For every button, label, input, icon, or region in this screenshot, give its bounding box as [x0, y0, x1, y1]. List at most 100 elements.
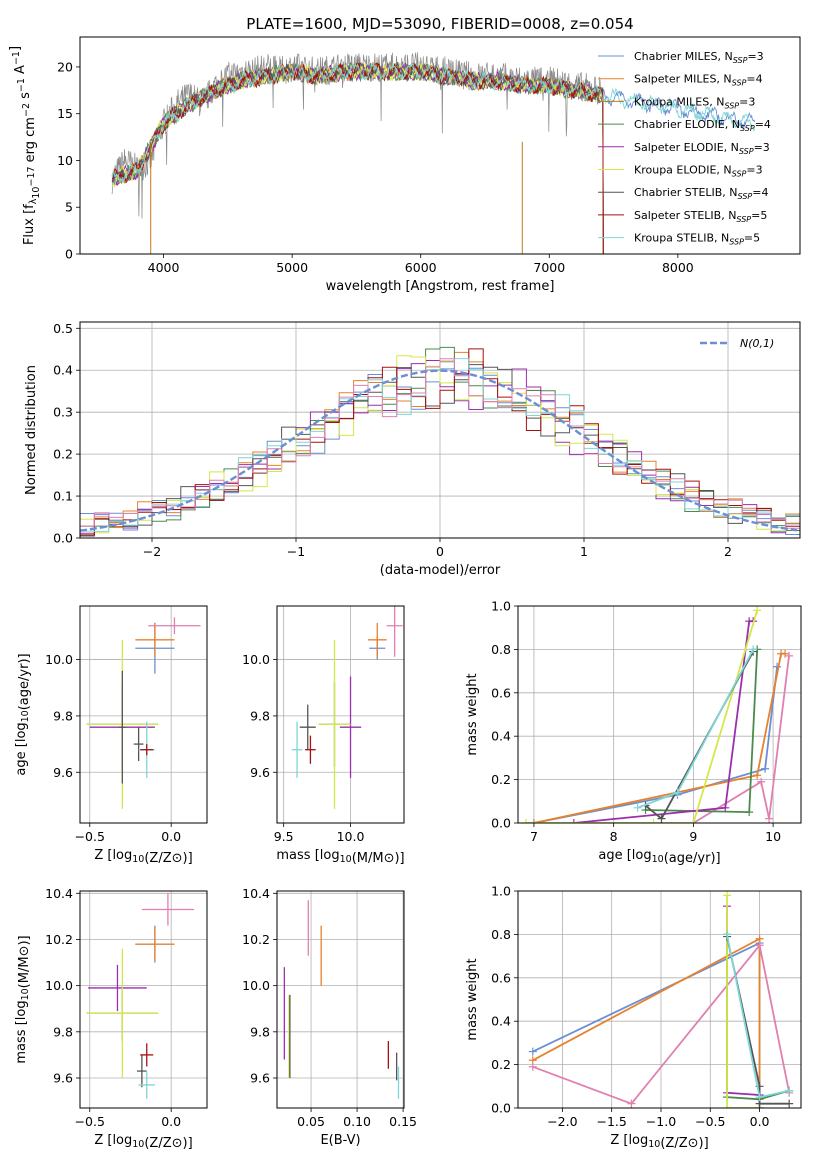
y-tick-label: 0.2 — [491, 772, 511, 787]
x-tick-label: 8000 — [662, 260, 694, 275]
x-tick-label: 8 — [610, 829, 618, 844]
errorbar-point — [86, 948, 159, 1078]
x-tick-label: 0.0 — [750, 1114, 770, 1129]
x-tick-label: 1 — [580, 544, 588, 559]
weight-marker — [753, 771, 762, 780]
panel-age-vs-mass: 9.5 10.0 9.6 9.8 10.0 mass [log10(M/M⊙)] — [242, 605, 405, 866]
x-tick-label: −1 — [287, 544, 305, 559]
y-tick-label: 0.2 — [53, 447, 73, 462]
spectrum-model-line — [111, 62, 604, 254]
panel-residuals: −2 −1 0 1 2 0.0 0.1 0.2 0.3 0.4 0.5 (data-model)/er… — [24, 321, 801, 578]
errorbar-point — [339, 676, 362, 778]
x-tick-label: 0.15 — [389, 1114, 417, 1129]
errorbar-point — [318, 639, 351, 809]
axes-frame — [79, 890, 208, 1109]
y-tick-label: 9.8 — [250, 1024, 270, 1039]
residual-legend: N(0,1) — [700, 337, 774, 350]
y-tick-label: 0.5 — [53, 321, 73, 336]
weight-line — [533, 666, 778, 823]
weight-marker — [723, 930, 732, 939]
y-tick-label: 0.8 — [491, 642, 511, 657]
weight-marker — [723, 891, 732, 900]
y-tick-label: 1.0 — [491, 884, 511, 899]
axis-label: Flux [fλ10−17 erg cm−2 s−1 A−1] — [8, 46, 42, 245]
y-tick-label: 10.4 — [45, 886, 73, 901]
errorbar-point — [119, 670, 126, 784]
axes-frame — [79, 605, 208, 824]
axis-label: mass weight — [465, 673, 480, 755]
weight-marker — [755, 1093, 764, 1102]
y-tick-label: 0.4 — [491, 729, 511, 744]
errorbar-point — [135, 927, 175, 961]
weight-line — [526, 610, 759, 823]
legend-entry: Kroupa MILES, NSSP=3 — [634, 95, 755, 110]
y-tick-label: 0.8 — [491, 927, 511, 942]
plot-area-weight-vs-Z — [528, 891, 794, 1108]
weight-line — [726, 934, 790, 1099]
x-tick-label: 0.10 — [343, 1114, 371, 1129]
y-tick-label: 0.6 — [491, 685, 511, 700]
errorbar-point — [88, 964, 147, 1012]
axes-frame — [276, 605, 405, 824]
panel-spectrum: 4000 5000 6000 7000 8000 0 5 10 15 20 wavelength [… — [8, 36, 801, 294]
weight-line — [726, 934, 790, 1101]
y-tick-label: 0.4 — [491, 1014, 511, 1029]
errorbar-point — [299, 704, 316, 750]
y-tick-label: 5 — [65, 200, 73, 215]
weight-marker — [753, 606, 762, 615]
axis-label: age [log10(age/yr)] — [598, 848, 720, 866]
x-tick-label: 0.0 — [161, 1114, 181, 1129]
x-tick-label: −0.5 — [695, 1114, 725, 1129]
y-tick-label: 9.8 — [250, 708, 270, 723]
x-tick-label: −2 — [143, 544, 161, 559]
errorbar-point — [136, 1054, 147, 1088]
axes-frame — [517, 890, 802, 1109]
y-tick-label: 0.4 — [53, 363, 73, 378]
x-tick-label: −0.5 — [75, 829, 105, 844]
weight-marker — [633, 803, 642, 812]
weight-line — [692, 655, 790, 823]
errorbar-point — [138, 1071, 155, 1099]
errorbar-point — [133, 727, 144, 761]
y-tick-label: 0.1 — [53, 489, 73, 504]
panel-age-vs-Z: −0.5 0.0 9.6 9.8 10.0 Z [log10(Z/Z⊙)] age [log… — [14, 605, 208, 866]
x-tick-label: 4000 — [148, 260, 180, 275]
x-tick-label: 10.0 — [337, 829, 365, 844]
axes-frame — [517, 605, 802, 824]
y-tick-label: 0 — [65, 247, 73, 262]
errorbar-point — [305, 735, 316, 764]
x-tick-label: 7000 — [533, 260, 565, 275]
weight-marker — [721, 803, 730, 812]
figure-title: PLATE=1600, MJD=53090, FIBERID=0008, z=0… — [246, 15, 633, 33]
legend-entry: Chabrier ELODIE, NSSP=4 — [634, 118, 771, 133]
errorbar-point — [386, 606, 403, 657]
errorbar-point — [367, 622, 387, 657]
weight-marker — [765, 814, 774, 823]
y-tick-label: 10.4 — [242, 886, 270, 901]
axis-label: wavelength [Angstrom, rest frame] — [326, 279, 555, 294]
legend-entry: Salpeter MILES, NSSP=4 — [634, 73, 763, 88]
weight-line — [532, 937, 761, 1108]
legend-entry: Kroupa STELIB, NSSP=5 — [634, 232, 760, 247]
histogram-step — [80, 346, 800, 531]
y-tick-label: 9.8 — [53, 708, 73, 723]
axis-label: mass [log10(M/M⊙)] — [276, 848, 404, 866]
weight-marker — [528, 1062, 537, 1071]
y-tick-label: 20 — [57, 59, 73, 74]
weight-marker — [785, 651, 794, 660]
y-tick-label: 0.0 — [491, 1101, 511, 1116]
legend-entry: Salpeter ELODIE, NSSP=3 — [634, 141, 770, 156]
axis-label: E(B-V) — [320, 1133, 360, 1148]
y-tick-label: 10.0 — [45, 978, 73, 993]
errorbar-point — [135, 622, 175, 657]
weight-marker — [673, 788, 682, 797]
weight-marker — [569, 819, 578, 823]
histogram-step — [80, 358, 800, 529]
y-tick-label: 0.6 — [491, 970, 511, 985]
axis-label: mass [log10(M/M⊙)] — [14, 935, 32, 1063]
x-tick-label: 2 — [724, 544, 732, 559]
y-tick-label: 10.2 — [242, 932, 270, 947]
y-tick-label: 0.2 — [491, 1057, 511, 1072]
errorbar-point — [291, 721, 303, 778]
